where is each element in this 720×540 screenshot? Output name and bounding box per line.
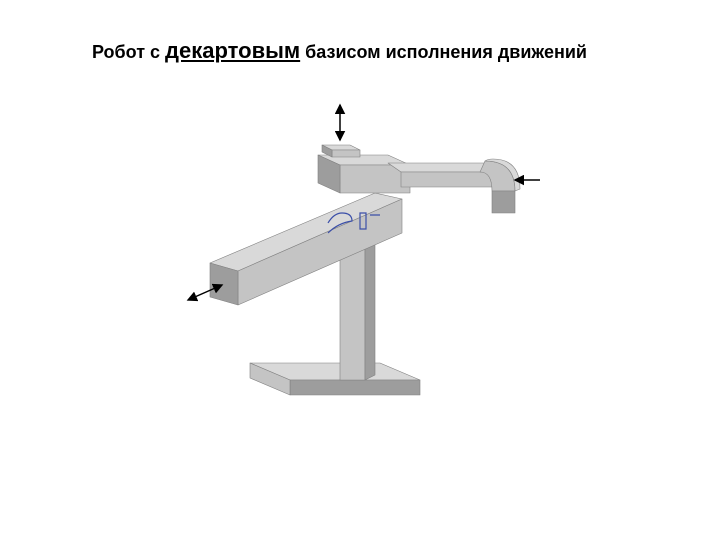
- title-prefix: Робот с: [92, 42, 165, 62]
- wrist-side: [492, 191, 515, 213]
- robot-svg: [170, 95, 540, 405]
- stub-front: [332, 150, 360, 157]
- base-front: [290, 380, 420, 395]
- robot-diagram: [170, 95, 540, 405]
- page-title: Робот с декартовым базисом исполнения дв…: [92, 38, 587, 64]
- title-emphasis: декартовым: [165, 38, 300, 63]
- arm-front: [401, 172, 498, 187]
- title-suffix: базисом исполнения движений: [300, 42, 587, 62]
